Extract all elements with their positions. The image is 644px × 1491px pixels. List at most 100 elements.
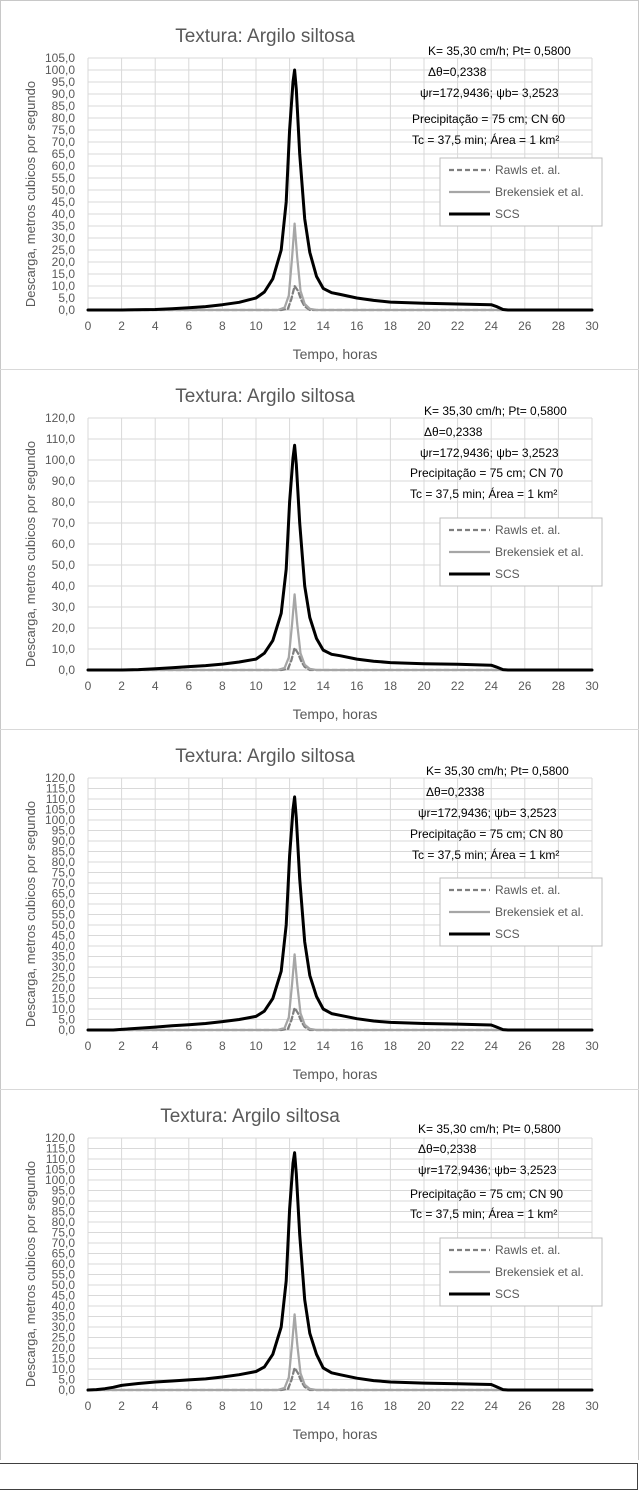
y-tick-label: 115,0 xyxy=(46,782,75,796)
y-tick-label: 105,0 xyxy=(45,803,75,817)
y-tick-label: 90,0 xyxy=(52,87,76,101)
y-tick-label: 0,0 xyxy=(58,303,75,317)
annotation-text: K= 35,30 cm/h; Pt= 0,5800 xyxy=(426,764,569,778)
annotation-text: Precipitação = 75 cm; CN 70 xyxy=(410,466,563,480)
x-tick-label: 0 xyxy=(85,1039,92,1053)
y-tick-label: 40,0 xyxy=(52,579,76,593)
y-tick-label: 115,0 xyxy=(46,1142,75,1156)
x-tick-label: 0 xyxy=(85,679,92,693)
x-tick-label: 18 xyxy=(384,679,398,693)
y-axis-label: Descarga, metros cubicos por segundo xyxy=(23,81,38,307)
x-tick-label: 6 xyxy=(185,1039,192,1053)
annotation-text: ψr=172,9436; ψb= 3,2523 xyxy=(418,1163,557,1177)
figure-frame xyxy=(0,0,639,1460)
y-tick-label: 70,0 xyxy=(52,135,76,149)
y-tick-label: 20,0 xyxy=(52,981,76,995)
x-axis-label: Tempo, horas xyxy=(293,706,378,722)
x-tick-label: 26 xyxy=(518,1399,532,1413)
y-tick-label: 45,0 xyxy=(52,195,76,209)
legend: Rawls et. al. Brekensiek et al. SCS xyxy=(439,517,603,587)
x-tick-label: 18 xyxy=(384,319,398,333)
x-tick-label: 22 xyxy=(451,679,465,693)
x-tick-label: 20 xyxy=(417,319,431,333)
x-tick-label: 6 xyxy=(185,1399,192,1413)
y-tick-label: 95,0 xyxy=(52,75,76,89)
panel-separator xyxy=(0,729,639,730)
y-tick-label: 55,0 xyxy=(52,908,76,922)
x-tick-label: 14 xyxy=(317,319,331,333)
x-tick-label: 22 xyxy=(451,1399,465,1413)
x-tick-label: 26 xyxy=(518,1039,532,1053)
x-tick-label: 12 xyxy=(283,679,297,693)
y-tick-label: 60,0 xyxy=(52,537,76,551)
y-tick-label: 35,0 xyxy=(52,950,76,964)
panel-separator xyxy=(0,369,639,370)
y-tick-label: 70,0 xyxy=(52,1236,76,1250)
x-tick-label: 28 xyxy=(552,679,566,693)
y-tick-label: 30,0 xyxy=(52,1320,76,1334)
y-tick-label: 10,0 xyxy=(52,642,76,656)
y-tick-label: 30,0 xyxy=(52,600,76,614)
x-tick-label: 12 xyxy=(283,319,297,333)
annotation-text: ψr=172,9436; ψb= 3,2523 xyxy=(420,446,559,460)
legend: Rawls et. al. Brekensiek et al. SCS xyxy=(439,157,603,227)
x-tick-label: 2 xyxy=(118,319,125,333)
y-tick-label: 35,0 xyxy=(52,1310,76,1324)
legend-label: SCS xyxy=(495,1287,520,1301)
x-tick-label: 10 xyxy=(249,1039,263,1053)
x-tick-label: 8 xyxy=(219,319,226,333)
chart-svg-1: 0,05,010,015,020,025,030,035,040,045,050… xyxy=(23,26,603,362)
annotation-text: Δθ=0,2338 xyxy=(426,785,485,799)
x-tick-label: 6 xyxy=(185,679,192,693)
x-tick-label: 8 xyxy=(219,1399,226,1413)
x-tick-label: 12 xyxy=(283,1399,297,1413)
y-tick-label: 85,0 xyxy=(52,1205,76,1219)
chart-title: Textura: Argilo siltosa xyxy=(175,746,355,767)
y-tick-label: 85,0 xyxy=(52,845,76,859)
x-tick-label: 24 xyxy=(485,679,499,693)
y-tick-label: 65,0 xyxy=(52,1247,76,1261)
series-line-brekensiek-et-al xyxy=(86,1313,594,1392)
series-line-scs xyxy=(86,68,594,312)
y-tick-label: 80,0 xyxy=(52,855,76,869)
y-tick-label: 10,0 xyxy=(52,279,76,293)
x-tick-label: 16 xyxy=(350,679,364,693)
annotation-text: Precipitação = 75 cm; CN 90 xyxy=(410,1187,563,1201)
y-axis-label: Descarga, metros cubicos por segundo xyxy=(23,441,38,667)
x-tick-label: 12 xyxy=(283,1039,297,1053)
x-tick-label: 14 xyxy=(317,1039,331,1053)
x-axis-label: Tempo, horas xyxy=(293,1426,378,1442)
y-tick-label: 105,0 xyxy=(45,1163,75,1177)
x-axis-label: Tempo, horas xyxy=(293,1066,378,1082)
legend: Rawls et. al. Brekensiek et al. SCS xyxy=(439,877,603,947)
y-tick-label: 5,0 xyxy=(58,1373,75,1387)
x-tick-label: 26 xyxy=(518,319,532,333)
y-tick-label: 50,0 xyxy=(52,1278,76,1292)
x-tick-label: 4 xyxy=(152,1039,159,1053)
x-tick-label: 14 xyxy=(317,679,331,693)
x-tick-label: 22 xyxy=(451,1039,465,1053)
x-tick-label: 0 xyxy=(85,1399,92,1413)
x-tick-label: 22 xyxy=(451,319,465,333)
annotation-text: Precipitação = 75 cm; CN 60 xyxy=(412,112,565,126)
y-tick-label: 95,0 xyxy=(52,824,76,838)
x-tick-label: 30 xyxy=(585,1399,599,1413)
annotation-text: Precipitação = 75 cm; CN 80 xyxy=(410,827,563,841)
y-tick-label: 40,0 xyxy=(52,1299,76,1313)
x-tick-label: 24 xyxy=(485,1039,499,1053)
chart-svg-3: 0,05,010,015,020,025,030,035,040,045,050… xyxy=(23,746,603,1082)
legend-label: Brekensiek et al. xyxy=(495,1265,584,1279)
x-tick-label: 6 xyxy=(185,319,192,333)
y-tick-label: 105,0 xyxy=(45,51,75,65)
y-tick-label: 95,0 xyxy=(52,1184,76,1198)
y-axis-label: Descarga, metros cubicos por segundo xyxy=(23,1161,38,1387)
series-line-rawls-et-al xyxy=(86,646,594,672)
legend-label: Rawls et. al. xyxy=(495,883,560,897)
y-tick-label: 80,0 xyxy=(52,495,76,509)
y-tick-label: 50,0 xyxy=(52,558,76,572)
x-tick-label: 4 xyxy=(152,679,159,693)
legend-label: Brekensiek et al. xyxy=(495,185,584,199)
x-tick-label: 20 xyxy=(417,1399,431,1413)
x-tick-label: 4 xyxy=(152,1399,159,1413)
chart-svg-2: 0,0 10,0 20,0 30,0 40,0 50,0 60,0 70,0 80,0 90,0 1… xyxy=(23,386,603,722)
